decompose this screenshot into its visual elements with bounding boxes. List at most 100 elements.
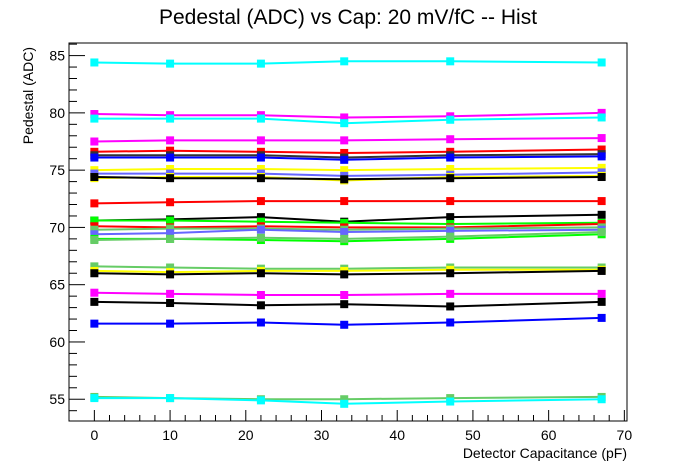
data-point (446, 197, 455, 206)
data-point (340, 395, 349, 404)
data-point (446, 302, 455, 311)
data-point (166, 146, 175, 155)
data-point (90, 199, 99, 208)
data-point (256, 213, 265, 222)
x-tick-label: 60 (541, 427, 557, 443)
y-axis-label: Pedestal (ADC) (20, 47, 36, 144)
data-point (166, 289, 175, 298)
data-point (446, 269, 455, 278)
data-point (256, 396, 265, 405)
data-point (597, 163, 606, 172)
data-point (90, 288, 99, 297)
data-point (340, 320, 349, 329)
data-point (166, 216, 175, 225)
series-line (94, 223, 602, 229)
data-point (90, 110, 99, 119)
x-tick-label: 70 (617, 427, 633, 443)
data-point (166, 165, 175, 173)
series-27 (90, 394, 606, 408)
data-point (166, 229, 175, 238)
series-line (94, 300, 602, 308)
data-point (166, 234, 175, 243)
data-point (340, 57, 349, 66)
series-line (94, 269, 602, 276)
data-point (256, 136, 265, 145)
series-1 (90, 57, 606, 68)
data-point (256, 225, 265, 234)
data-point (597, 266, 606, 275)
x-tick-label: 10 (162, 427, 178, 443)
data-point (256, 269, 265, 278)
series-line (94, 148, 602, 155)
data-point (597, 313, 606, 322)
y-tick-label: 65 (49, 277, 65, 293)
data-point (340, 228, 349, 236)
data-point (90, 153, 99, 162)
data-point (597, 395, 606, 404)
data-point (597, 289, 606, 298)
data-point (166, 299, 175, 308)
series-7 (90, 152, 606, 164)
data-point (446, 115, 455, 124)
series-layer (90, 57, 606, 408)
data-point (90, 173, 99, 182)
data-point (446, 135, 455, 144)
data-point (90, 394, 99, 403)
data-point (340, 291, 349, 299)
data-point (340, 197, 349, 206)
data-point (340, 175, 349, 184)
x-tick-label: 0 (90, 427, 98, 443)
series-line (94, 268, 602, 274)
data-point (446, 57, 455, 66)
data-point (597, 145, 606, 154)
data-point (90, 137, 99, 146)
data-point (340, 113, 349, 122)
data-point (597, 108, 606, 117)
x-tick-label: 20 (238, 427, 254, 443)
data-point (597, 58, 606, 67)
data-point (446, 165, 455, 173)
y-tick-label: 75 (49, 162, 65, 178)
data-point (597, 210, 606, 219)
data-point (90, 216, 99, 225)
data-point (446, 289, 455, 298)
data-point (166, 174, 175, 183)
data-point (166, 114, 175, 123)
series-line (94, 265, 602, 270)
series-line (94, 116, 602, 125)
data-point (256, 217, 265, 226)
x-tick-label: 40 (389, 427, 405, 443)
data-point (166, 394, 175, 403)
series-line (94, 166, 602, 172)
series-25 (90, 313, 606, 329)
data-point (90, 58, 99, 67)
data-point (90, 262, 99, 271)
data-point (90, 236, 99, 245)
data-point (446, 397, 455, 406)
y-tick-label: 70 (49, 219, 65, 235)
data-point (340, 148, 349, 157)
series-23 (90, 288, 606, 299)
data-point (90, 297, 99, 306)
data-point (256, 114, 265, 123)
series-line (94, 228, 602, 236)
data-point (446, 226, 455, 235)
data-point (90, 230, 99, 239)
axes: 0 10 20 30 40 50 60 70 55 60 65 70 75 80 85 (49, 43, 633, 443)
series-22 (90, 266, 606, 279)
data-point (446, 232, 455, 241)
series-line (94, 155, 602, 161)
series-line (94, 153, 602, 159)
data-point (597, 152, 606, 161)
data-point (446, 213, 455, 222)
data-point (256, 59, 265, 68)
series-line (94, 171, 602, 177)
chart-title: Pedestal (ADC) vs Cap: 20 mV/fC -- Hist (159, 6, 537, 29)
data-point (597, 197, 606, 206)
series-24 (90, 297, 606, 311)
data-point (256, 318, 265, 327)
series-line (94, 60, 602, 65)
y-tick-label: 85 (49, 48, 65, 64)
data-point (597, 228, 606, 236)
